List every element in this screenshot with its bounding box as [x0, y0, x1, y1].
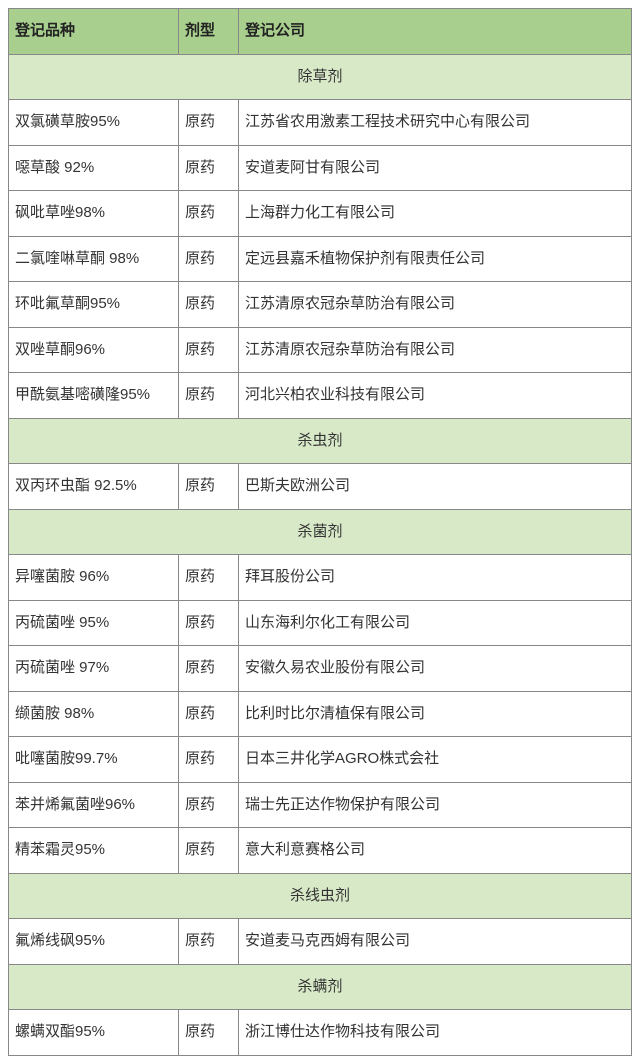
table-row: 甲酰氨基嘧磺隆95%原药河北兴柏农业科技有限公司: [9, 373, 632, 419]
cell-form: 原药: [179, 191, 239, 237]
cell-form: 原药: [179, 828, 239, 874]
cell-company: 上海群力化工有限公司: [239, 191, 632, 237]
col-header-form: 剂型: [179, 9, 239, 55]
section-header-row: 杀虫剂: [9, 418, 632, 464]
cell-company: 瑞士先正达作物保护有限公司: [239, 782, 632, 828]
section-title: 除草剂: [9, 54, 632, 100]
cell-company: 拜耳股份公司: [239, 555, 632, 601]
cell-form: 原药: [179, 236, 239, 282]
cell-product: 缬菌胺 98%: [9, 691, 179, 737]
table-row: 丙硫菌唑 97%原药安徽久易农业股份有限公司: [9, 646, 632, 692]
cell-form: 原药: [179, 464, 239, 510]
cell-product: 丙硫菌唑 95%: [9, 600, 179, 646]
cell-company: 定远县嘉禾植物保护剂有限责任公司: [239, 236, 632, 282]
cell-product: 二氯喹啉草酮 98%: [9, 236, 179, 282]
cell-product: 精苯霜灵95%: [9, 828, 179, 874]
table-row: 苯并烯氟菌唑96%原药瑞士先正达作物保护有限公司: [9, 782, 632, 828]
col-header-company: 登记公司: [239, 9, 632, 55]
cell-product: 螺螨双酯95%: [9, 1010, 179, 1056]
cell-company: 安徽久易农业股份有限公司: [239, 646, 632, 692]
cell-company: 河北兴柏农业科技有限公司: [239, 373, 632, 419]
cell-product: 异噻菌胺 96%: [9, 555, 179, 601]
cell-form: 原药: [179, 100, 239, 146]
table-row: 环吡氟草酮95%原药江苏清原农冠杂草防治有限公司: [9, 282, 632, 328]
table-row: 精苯霜灵95%原药意大利意赛格公司: [9, 828, 632, 874]
table-row: 螺螨双酯95%原药浙江博仕达作物科技有限公司: [9, 1010, 632, 1056]
section-title: 杀虫剂: [9, 418, 632, 464]
cell-product: 噁草酸 92%: [9, 145, 179, 191]
registration-table: 登记品种 剂型 登记公司 除草剂双氯磺草胺95%原药江苏省农用激素工程技术研究中…: [8, 8, 632, 1056]
cell-form: 原药: [179, 919, 239, 965]
cell-product: 甲酰氨基嘧磺隆95%: [9, 373, 179, 419]
cell-company: 安道麦马克西姆有限公司: [239, 919, 632, 965]
cell-form: 原药: [179, 145, 239, 191]
cell-product: 双氯磺草胺95%: [9, 100, 179, 146]
cell-product: 吡噻菌胺99.7%: [9, 737, 179, 783]
section-title: 杀线虫剂: [9, 873, 632, 919]
section-title: 杀螨剂: [9, 964, 632, 1010]
cell-form: 原药: [179, 782, 239, 828]
table-row: 砜吡草唑98%原药上海群力化工有限公司: [9, 191, 632, 237]
section-header-row: 除草剂: [9, 54, 632, 100]
cell-product: 环吡氟草酮95%: [9, 282, 179, 328]
cell-form: 原药: [179, 373, 239, 419]
cell-company: 安道麦阿甘有限公司: [239, 145, 632, 191]
cell-form: 原药: [179, 691, 239, 737]
section-header-row: 杀线虫剂: [9, 873, 632, 919]
cell-company: 山东海利尔化工有限公司: [239, 600, 632, 646]
cell-company: 江苏清原农冠杂草防治有限公司: [239, 282, 632, 328]
cell-product: 双唑草酮96%: [9, 327, 179, 373]
cell-product: 氟烯线砜95%: [9, 919, 179, 965]
section-title: 杀菌剂: [9, 509, 632, 555]
section-header-row: 杀螨剂: [9, 964, 632, 1010]
cell-company: 比利时比尔清植保有限公司: [239, 691, 632, 737]
cell-company: 江苏清原农冠杂草防治有限公司: [239, 327, 632, 373]
table-row: 双唑草酮96%原药江苏清原农冠杂草防治有限公司: [9, 327, 632, 373]
table-row: 吡噻菌胺99.7%原药日本三井化学AGRO株式会社: [9, 737, 632, 783]
cell-company: 江苏省农用激素工程技术研究中心有限公司: [239, 100, 632, 146]
table-row: 缬菌胺 98%原药比利时比尔清植保有限公司: [9, 691, 632, 737]
cell-product: 双丙环虫酯 92.5%: [9, 464, 179, 510]
table-row: 噁草酸 92%原药安道麦阿甘有限公司: [9, 145, 632, 191]
cell-form: 原药: [179, 737, 239, 783]
table-row: 氟烯线砜95%原药安道麦马克西姆有限公司: [9, 919, 632, 965]
cell-form: 原药: [179, 646, 239, 692]
section-header-row: 杀菌剂: [9, 509, 632, 555]
cell-product: 苯并烯氟菌唑96%: [9, 782, 179, 828]
table-row: 双氯磺草胺95%原药江苏省农用激素工程技术研究中心有限公司: [9, 100, 632, 146]
cell-company: 巴斯夫欧洲公司: [239, 464, 632, 510]
table-header-row: 登记品种 剂型 登记公司: [9, 9, 632, 55]
cell-form: 原药: [179, 555, 239, 601]
cell-form: 原药: [179, 282, 239, 328]
cell-form: 原药: [179, 600, 239, 646]
col-header-product: 登记品种: [9, 9, 179, 55]
table-row: 异噻菌胺 96%原药拜耳股份公司: [9, 555, 632, 601]
cell-product: 砜吡草唑98%: [9, 191, 179, 237]
cell-company: 日本三井化学AGRO株式会社: [239, 737, 632, 783]
table-row: 双丙环虫酯 92.5%原药巴斯夫欧洲公司: [9, 464, 632, 510]
cell-company: 浙江博仕达作物科技有限公司: [239, 1010, 632, 1056]
table-row: 二氯喹啉草酮 98%原药定远县嘉禾植物保护剂有限责任公司: [9, 236, 632, 282]
cell-product: 丙硫菌唑 97%: [9, 646, 179, 692]
table-row: 丙硫菌唑 95%原药山东海利尔化工有限公司: [9, 600, 632, 646]
cell-form: 原药: [179, 1010, 239, 1056]
cell-company: 意大利意赛格公司: [239, 828, 632, 874]
cell-form: 原药: [179, 327, 239, 373]
